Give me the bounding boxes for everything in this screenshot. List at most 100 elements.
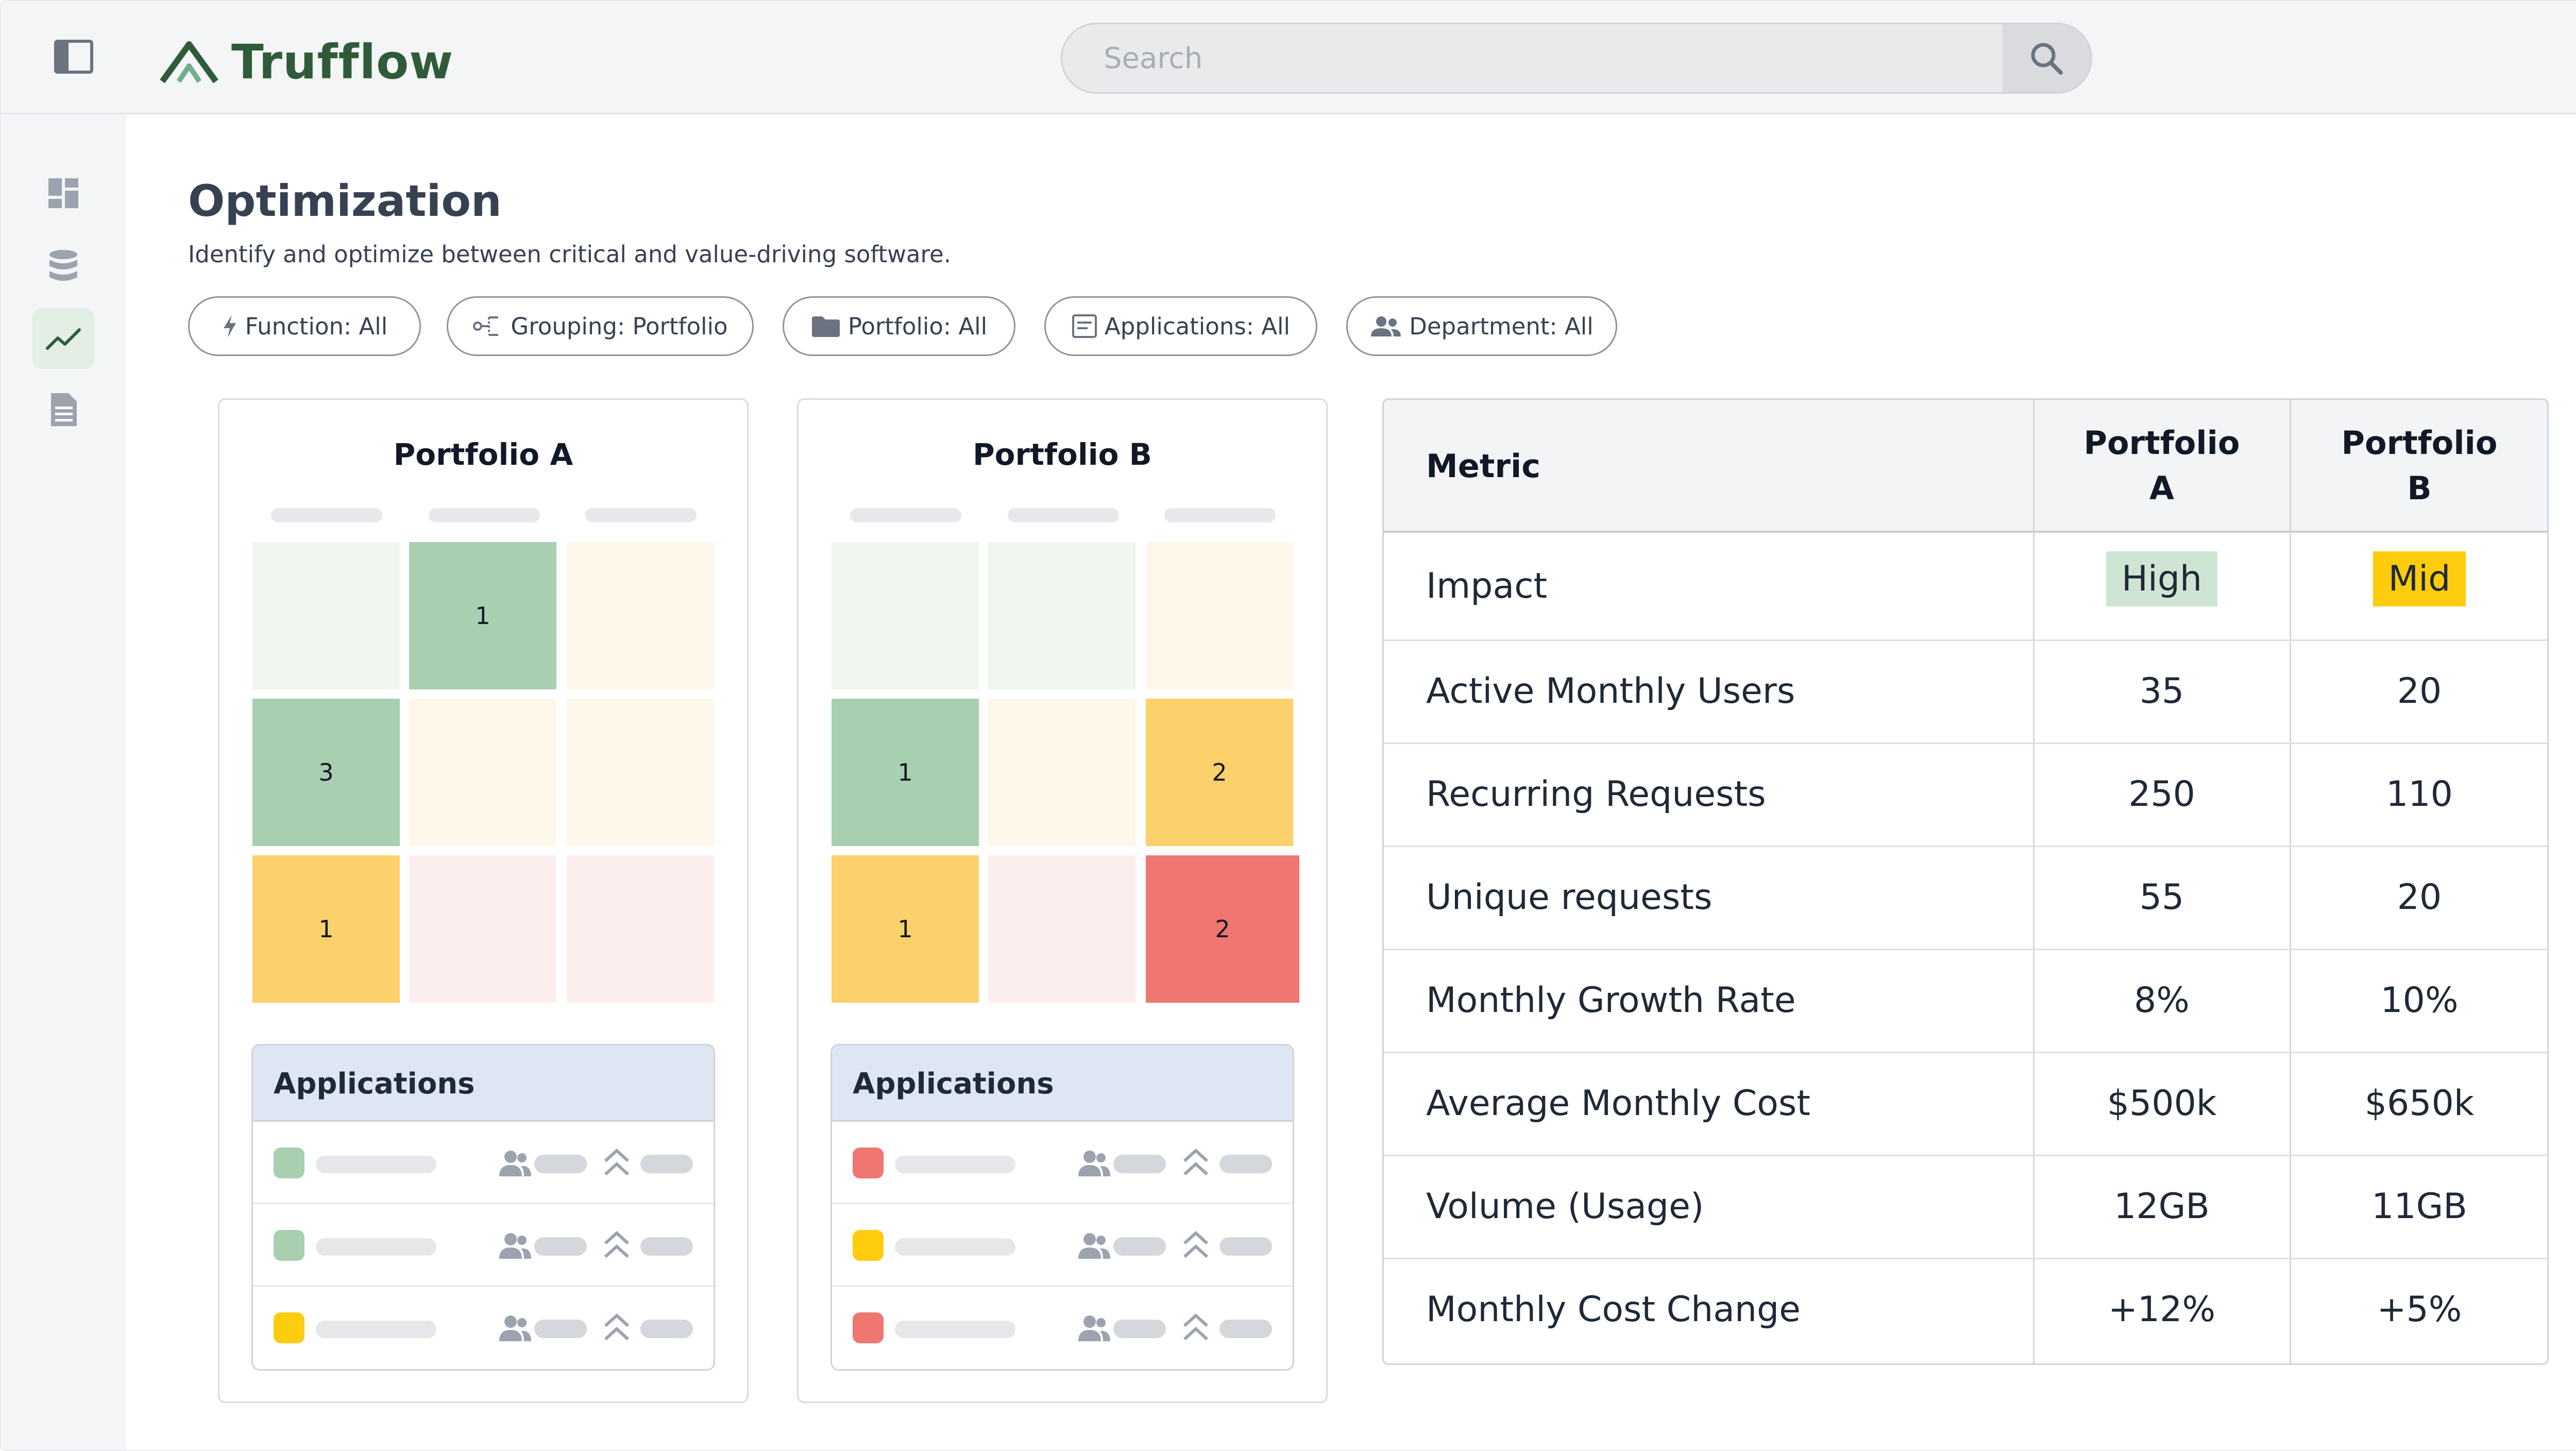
- header-portfolio-b-line1: Portfolio: [2341, 424, 2498, 462]
- portfolio-a-card: Portfolio A 1 3 1 Applications: [218, 398, 749, 1403]
- matrix-cell[interactable]: [832, 542, 979, 689]
- grouping-icon: [473, 316, 499, 336]
- users-count-placeholder: [1113, 1155, 1166, 1173]
- application-row[interactable]: [832, 1204, 1293, 1287]
- app-name-placeholder: [316, 1238, 436, 1256]
- applications-title: Applications: [853, 1067, 1054, 1101]
- users-icon: [1371, 316, 1401, 336]
- matrix-cell[interactable]: 2: [1146, 855, 1299, 1003]
- nav-dashboard[interactable]: [32, 163, 94, 224]
- app-name-placeholder: [895, 1238, 1015, 1256]
- search-input[interactable]: [1062, 24, 1959, 92]
- filter-portfolio[interactable]: Portfolio: All: [783, 296, 1015, 356]
- portfolio-a-value: +12%: [2108, 1289, 2216, 1330]
- application-row[interactable]: [253, 1287, 714, 1369]
- portfolio-a-value: 12GB: [2114, 1186, 2210, 1227]
- metrics-table-header: Metric Portfolio A Portfolio B: [1384, 400, 2547, 533]
- applications-title: Applications: [274, 1067, 475, 1101]
- priority-placeholder: [1219, 1320, 1272, 1338]
- matrix-cell[interactable]: 3: [252, 699, 400, 846]
- search-icon: [2031, 43, 2063, 75]
- priority-up-icon: [1183, 1313, 1209, 1341]
- filter-department-label: Department: All: [1409, 312, 1594, 340]
- brand[interactable]: Trufflow: [158, 35, 453, 90]
- matrix-cell[interactable]: [409, 699, 556, 846]
- matrix-cell[interactable]: [988, 699, 1136, 846]
- document-icon: [51, 393, 77, 426]
- portfolio-a-value: $500k: [2107, 1083, 2217, 1124]
- matrix-cell[interactable]: [988, 855, 1136, 1003]
- metric-label: Active Monthly Users: [1426, 671, 1795, 712]
- filter-applications[interactable]: Applications: All: [1044, 296, 1317, 356]
- users-count-placeholder: [1113, 1237, 1166, 1256]
- matrix-cell[interactable]: [988, 542, 1136, 689]
- side-nav: [1, 114, 126, 1450]
- users-count-placeholder: [534, 1237, 587, 1256]
- column-label-placeholder: [271, 508, 382, 522]
- matrix-cell[interactable]: [409, 855, 556, 1003]
- matrix-cell[interactable]: 1: [252, 855, 400, 1003]
- matrix-cell[interactable]: [567, 699, 714, 846]
- portfolio-b-value: $650k: [2364, 1083, 2475, 1124]
- nav-database[interactable]: [32, 236, 94, 297]
- users-icon: [499, 1315, 531, 1341]
- trend-line-icon: [46, 328, 81, 350]
- matrix-cell[interactable]: 1: [832, 855, 979, 1003]
- nav-optimization[interactable]: [32, 308, 94, 369]
- matrix-cell[interactable]: [1146, 542, 1293, 689]
- sidebar-toggle-icon[interactable]: [54, 40, 93, 74]
- matrix-cell[interactable]: [567, 542, 714, 689]
- dashboard-icon: [48, 178, 78, 208]
- filter-grouping[interactable]: Grouping: Portfolio: [447, 296, 754, 356]
- filter-function[interactable]: Function: All: [188, 296, 421, 356]
- bolt-icon: [223, 315, 236, 338]
- priority-placeholder: [1219, 1155, 1272, 1173]
- column-label-placeholder: [585, 508, 697, 522]
- priority-placeholder: [1219, 1237, 1272, 1256]
- application-row[interactable]: [253, 1204, 714, 1287]
- portfolio-b-value: 11GB: [2371, 1186, 2467, 1227]
- header-portfolio-a-line1: Portfolio: [2083, 424, 2240, 462]
- app-name-placeholder: [316, 1321, 436, 1338]
- application-row[interactable]: [832, 1287, 1293, 1369]
- portfolio-a-applications: Applications: [251, 1044, 715, 1371]
- metric-row: Recurring Requests 250 110: [1384, 744, 2547, 847]
- portfolio-a-value: 55: [2139, 877, 2184, 918]
- application-row[interactable]: [253, 1122, 714, 1204]
- search-button[interactable]: [2002, 24, 2091, 92]
- users-count-placeholder: [1113, 1320, 1166, 1338]
- header-portfolio-a-line2: A: [2149, 469, 2174, 507]
- nav-documents[interactable]: [32, 379, 94, 440]
- app-name-placeholder: [895, 1156, 1015, 1173]
- matrix-cell[interactable]: 1: [832, 699, 979, 846]
- metric-row: Monthly Growth Rate 8% 10%: [1384, 950, 2547, 1053]
- application-row[interactable]: [832, 1122, 1293, 1204]
- matrix-cell[interactable]: 2: [1146, 699, 1293, 846]
- users-icon: [1078, 1233, 1110, 1259]
- app-name: Trufflow: [231, 35, 454, 90]
- priority-placeholder: [640, 1237, 693, 1256]
- users-icon: [499, 1233, 531, 1259]
- metrics-table: Metric Portfolio A Portfolio B Impact Hi…: [1382, 398, 2549, 1365]
- matrix-cell[interactable]: [567, 855, 714, 1003]
- matrix-cell[interactable]: [252, 542, 400, 689]
- impact-badge-mid: Mid: [2372, 551, 2466, 606]
- filter-department[interactable]: Department: All: [1346, 296, 1617, 356]
- priority-up-icon: [1183, 1148, 1209, 1176]
- users-icon: [1078, 1315, 1110, 1341]
- status-dot: [274, 1148, 304, 1178]
- priority-up-icon: [604, 1313, 630, 1341]
- metric-label: Monthly Growth Rate: [1426, 980, 1796, 1021]
- app-name-placeholder: [316, 1156, 436, 1173]
- applications-header: Applications: [253, 1045, 714, 1122]
- top-bar: Trufflow: [1, 1, 2576, 114]
- matrix-cell[interactable]: 1: [409, 542, 556, 689]
- metric-row: Monthly Cost Change +12% +5%: [1384, 1259, 2547, 1363]
- metric-row: Impact High Mid: [1384, 533, 2547, 641]
- impact-badge-high: High: [2106, 551, 2218, 606]
- portfolio-b-value: 110: [2386, 774, 2453, 815]
- header-portfolio-b: Portfolio B: [2291, 420, 2547, 511]
- trufflow-logo-icon: [160, 41, 218, 83]
- app-window-icon: [1072, 314, 1097, 338]
